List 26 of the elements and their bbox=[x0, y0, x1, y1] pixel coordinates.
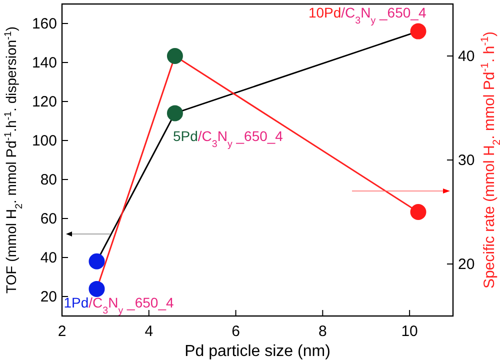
x-axis-title: Pd particle size (nm) bbox=[184, 343, 330, 360]
y-tick-label: 120 bbox=[32, 94, 57, 110]
x-tick-label: 8 bbox=[318, 323, 327, 340]
y-tick-label: 20 bbox=[40, 288, 57, 306]
point bbox=[166, 105, 183, 122]
x-tick-label: 6 bbox=[232, 323, 240, 340]
y-tick-label: 40 bbox=[40, 250, 57, 266]
y-tick-label: 100 bbox=[32, 132, 57, 150]
y-tick-label: 60 bbox=[40, 210, 57, 228]
x-tick-label: 10 bbox=[401, 323, 418, 340]
y2-tick-label: 30 bbox=[458, 152, 475, 169]
y2-tick-label: 20 bbox=[458, 256, 475, 273]
y2-tick-label: 40 bbox=[458, 48, 475, 65]
x-tick-label: 4 bbox=[144, 323, 154, 340]
point bbox=[88, 280, 105, 297]
point bbox=[410, 204, 426, 220]
x-tick-label: 2 bbox=[58, 323, 66, 340]
point bbox=[88, 253, 105, 270]
point bbox=[410, 23, 426, 40]
y-tick-label: 160 bbox=[32, 16, 57, 32]
annotation: 1Pd/C$_{3}$N$_{y}$ _650_4 bbox=[64, 294, 174, 316]
y-tick-label: 80 bbox=[40, 172, 57, 188]
point bbox=[166, 48, 183, 64]
y-tick-label: 140 bbox=[32, 54, 57, 72]
annotation: 10Pd/C$_{3}$N$_{y}$ _650_4 bbox=[308, 4, 426, 26]
annotation: 5Pd/C$_{3}$N$_{y}$ _650_4 bbox=[172, 128, 284, 150]
